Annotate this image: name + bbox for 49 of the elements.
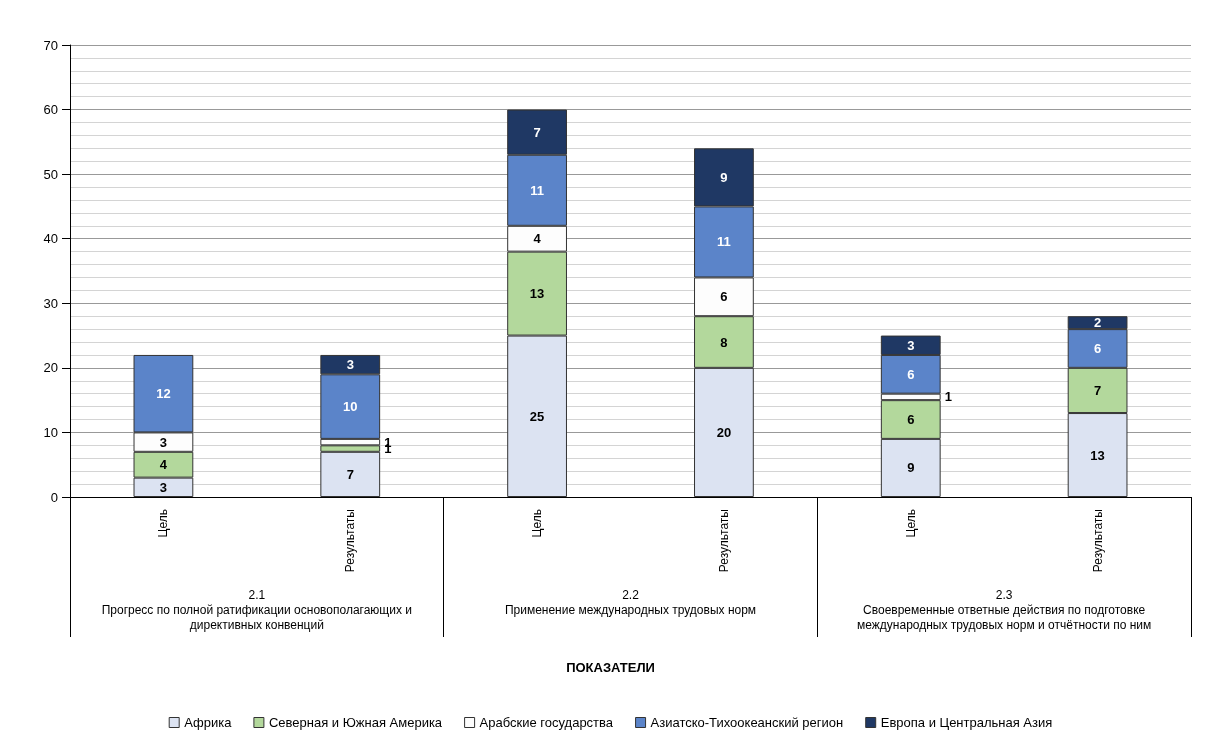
data-label: 6	[1093, 340, 1102, 356]
data-label: 7	[346, 466, 354, 482]
data-label: 12	[156, 386, 171, 402]
x-tick-label: Цель	[903, 509, 918, 538]
data-label: 6	[907, 412, 915, 428]
data-label: 11	[530, 182, 544, 198]
y-tick-label: 20	[43, 360, 58, 376]
data-label: 3	[907, 337, 915, 353]
legend-label: Азиатско-Тихоокеанский регион	[650, 715, 844, 730]
data-label: 7	[1093, 382, 1102, 398]
legend-label: Европа и Центральная Азия	[880, 715, 1053, 730]
text: ПОКАЗАТЕЛИ	[565, 660, 656, 675]
y-tick-label: 70	[43, 37, 58, 53]
y-tick-label: 30	[43, 295, 58, 311]
data-label: 3	[159, 434, 168, 450]
data-label: 4	[533, 231, 542, 247]
y-tick-label: 60	[43, 102, 58, 118]
data-label: 7	[533, 124, 541, 140]
data-label: 3	[159, 479, 168, 495]
data-label: 6	[720, 289, 728, 305]
data-label: 9	[907, 460, 915, 476]
y-tick-label: 0	[50, 489, 58, 505]
x-tick-label: Цель	[530, 509, 545, 538]
y-tick-label: 50	[43, 166, 58, 182]
data-label: 10	[343, 399, 358, 415]
data-label: 3	[346, 357, 354, 373]
text: 2.1 Прогресс по полной ратификации основополагающих и директивных конвенций	[100, 588, 413, 633]
legend-label: Арабские государства	[479, 715, 614, 730]
data-label: 8	[720, 334, 728, 350]
data-label: 2	[1093, 315, 1102, 331]
y-tick-label: 40	[43, 231, 58, 247]
x-tick-label: Результаты	[1090, 509, 1105, 573]
data-label: 13	[1090, 447, 1105, 463]
text: 2.3 Своевременные ответные действия по подготовке международных трудовых норм и отчётности по ним	[856, 588, 1153, 633]
x-tick-label: Результаты	[343, 509, 358, 573]
data-label: 11	[717, 234, 731, 250]
x-tick-label: Цель	[156, 509, 171, 538]
x-tick-label: Результаты	[716, 509, 731, 573]
data-label: 6	[907, 366, 915, 382]
data-label: 4	[159, 457, 168, 473]
y-tick-label: 10	[43, 424, 58, 440]
legend-label: Африка	[184, 715, 233, 730]
data-label: 25	[529, 408, 545, 424]
data-label: 1	[944, 389, 952, 405]
data-label: 13	[529, 286, 545, 302]
legend-label: Северная и Южная Америка	[268, 715, 443, 730]
data-label: 20	[716, 424, 732, 440]
text: 2.2 Применение международных трудовых норм	[503, 588, 758, 618]
data-label: 9	[720, 169, 728, 185]
